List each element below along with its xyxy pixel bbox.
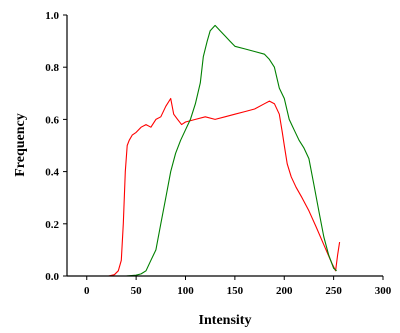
x-tick-label: 150 <box>227 285 244 297</box>
x-axis-title: Intensity <box>199 313 252 328</box>
x-tick-label: 250 <box>325 285 342 297</box>
x-tick-label: 200 <box>276 285 293 297</box>
green-series-line <box>116 24 337 277</box>
y-tick-label: 0.2 <box>45 219 59 231</box>
x-tick-label: 0 <box>84 285 90 297</box>
ticks-layer: 0 50 100 150 200 250 300 0.0 0.2 0.4 0.6 0.8 1.0 <box>45 10 392 297</box>
y-tick-label: 0.6 <box>45 114 59 126</box>
red-series-line <box>108 97 341 277</box>
y-tick-label: 1.0 <box>45 10 59 22</box>
y-tick-label: 0.0 <box>45 271 59 283</box>
x-tick-label: 300 <box>375 285 392 297</box>
y-tick-label: 0.8 <box>45 62 59 74</box>
y-axis-title: Frequency <box>13 113 28 177</box>
y-tick-label: 0.4 <box>45 167 59 179</box>
axes-layer <box>66 15 383 277</box>
x-tick-label: 100 <box>177 285 194 297</box>
series-layer <box>108 24 341 277</box>
x-tick-label: 50 <box>131 285 143 297</box>
